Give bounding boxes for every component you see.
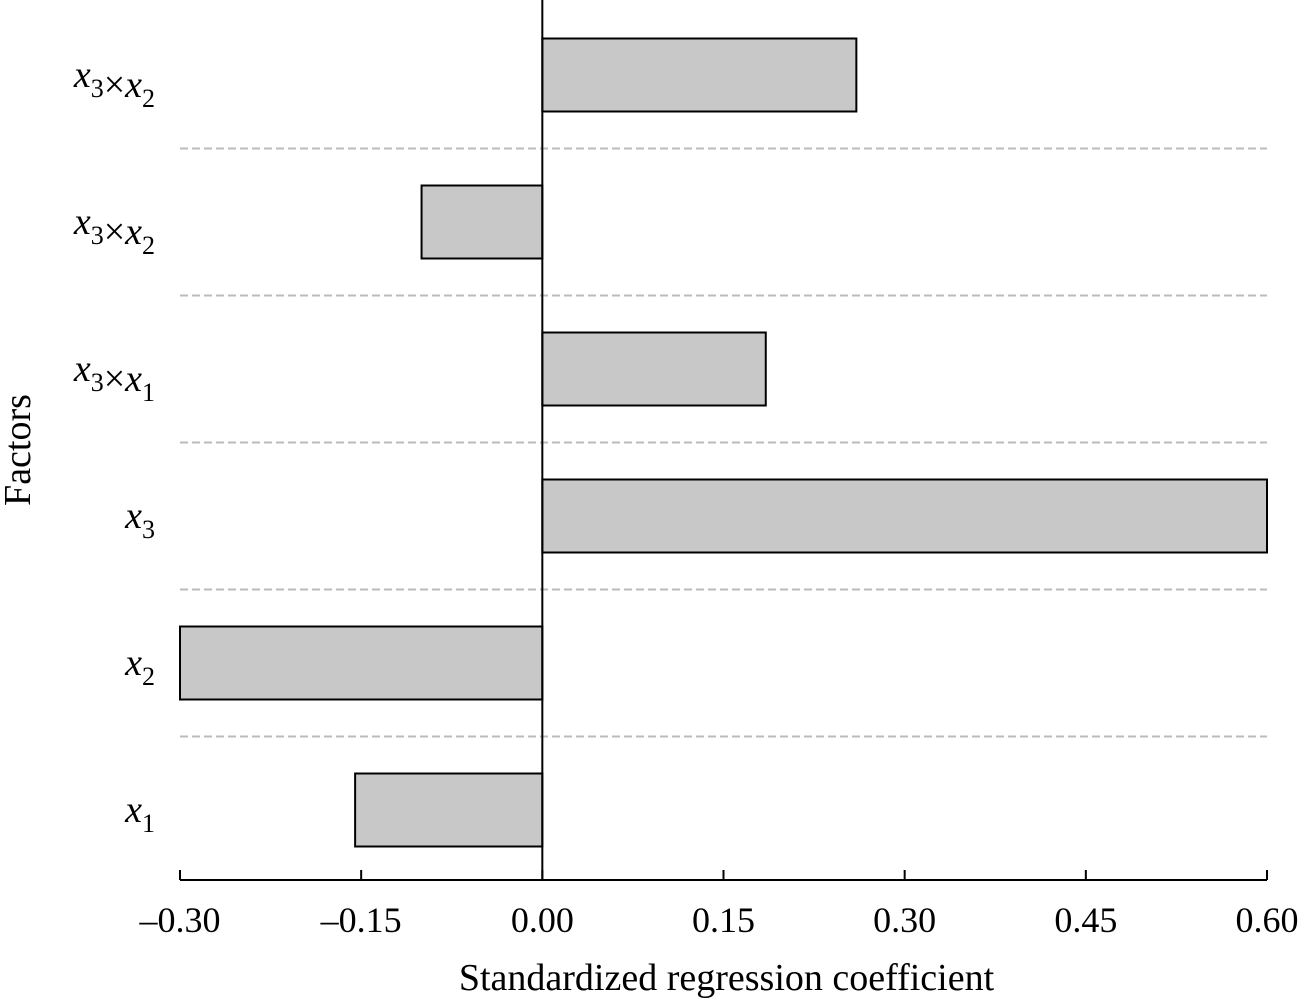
x-tick-label: –0.30 — [139, 900, 221, 940]
category-labels: x1 x2 x3 x3×x1 x3×x2 x3×x2 — [73, 54, 155, 838]
y-axis-title: Factors — [0, 394, 39, 506]
x-tick-label: 0.15 — [692, 900, 755, 940]
bar — [541, 331, 767, 407]
x-tick-label: –0.15 — [320, 900, 402, 940]
x-tick-label: 0.45 — [1054, 900, 1117, 940]
bar — [541, 37, 858, 113]
bar — [179, 625, 544, 701]
category-label: x2 — [124, 642, 155, 691]
bar — [354, 772, 544, 848]
bar — [420, 184, 544, 260]
category-label: x1 — [124, 789, 155, 838]
category-separators — [180, 147, 1267, 738]
x-tick-label: 0.30 — [873, 900, 936, 940]
x-axis-title: Standardized regression coefficient — [459, 957, 995, 999]
x-tick-label: 0.00 — [511, 900, 574, 940]
category-label: x3×x2 — [73, 201, 155, 260]
bar — [541, 478, 1268, 554]
x-tick-label: 0.60 — [1236, 900, 1299, 940]
category-label: x3×x1 — [73, 348, 155, 407]
category-label: x3×x2 — [73, 54, 155, 113]
category-label: x3 — [124, 495, 155, 544]
bars — [179, 37, 1268, 848]
x-ticks: –0.30 –0.15 0.00 0.15 0.30 0.45 0.60 — [139, 870, 1299, 940]
